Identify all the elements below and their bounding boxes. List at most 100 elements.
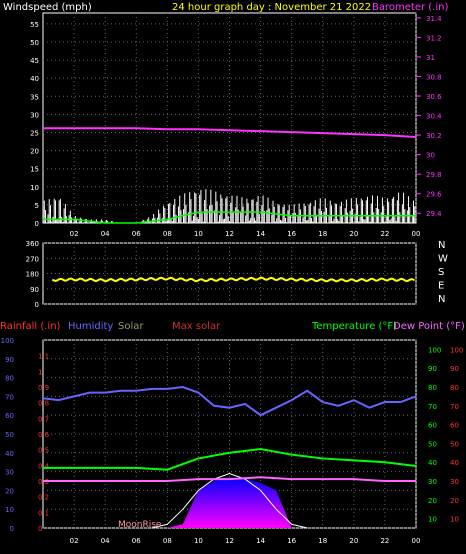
temperature-tick-label: 50 [428, 440, 437, 448]
rainfall-tick-label: 0.9 [38, 384, 49, 392]
wind-xtick-label: 14 [256, 230, 265, 238]
moonrise-annotation: MoonRise [118, 520, 162, 530]
compass-label: N [438, 294, 445, 305]
weather-xtick-label: 10 [194, 537, 203, 545]
weather-panel: Rainfall (.in) Humidity Solar Max solar … [0, 321, 465, 545]
direction-ytick-label: 180 [26, 271, 39, 279]
temperature-line [43, 448, 417, 471]
direction-ytick-label: 360 [26, 240, 39, 248]
weather-xtick-label: 12 [225, 537, 234, 545]
direction-frame [42, 242, 417, 305]
barometer-label: Barometer (.in) [372, 2, 448, 13]
legend-solar: Solar [118, 321, 144, 332]
humidity-tick-label: 80 [5, 375, 14, 383]
humidity-tick-label: 70 [5, 393, 14, 401]
wind-panel: Windspeed (mph) 24 hour graph day : Nove… [3, 2, 448, 238]
barometer-tick-label: 30.4 [426, 113, 442, 121]
max-solar-curve [151, 472, 308, 529]
rainfall-tick-label: 0.8 [38, 400, 49, 408]
windspeed-average-line [43, 211, 416, 224]
legend-max-solar: Max solar [172, 321, 221, 332]
rainfall-tick-label: 1 [38, 368, 42, 376]
graph-title: 24 hour graph day : November 21 2022 [172, 2, 371, 13]
weather-xtick-label: 04 [101, 537, 110, 545]
humidity-tick-label: 90 [5, 356, 14, 364]
weather-xtick-label: 18 [318, 537, 327, 545]
dew-point-tick-label: 50 [450, 440, 459, 448]
rainfall-tick-label: 0.5 [38, 447, 49, 455]
wind-xtick-label: 08 [163, 230, 172, 238]
weather-xtick-label: 16 [287, 537, 296, 545]
humidity-tick-label: 50 [5, 431, 14, 439]
dew-point-tick-label: 20 [450, 497, 459, 505]
wind-xtick-label: 10 [194, 230, 203, 238]
weather-xtick-label: 00 [412, 537, 421, 545]
temperature-tick-label: 90 [428, 365, 437, 373]
rainfall-tick-label: 0.7 [38, 415, 49, 423]
wind-xtick-label: 16 [287, 230, 296, 238]
legend-humidity: Humidity [68, 321, 113, 332]
dew-point-line [43, 476, 416, 482]
weather-xtick-label: 02 [70, 537, 79, 545]
temperature-tick-label: 20 [428, 497, 437, 505]
windspeed-label: Windspeed (mph) [3, 2, 92, 13]
weather-xtick-label: 22 [380, 537, 389, 545]
wind-xtick-label: 18 [318, 230, 327, 238]
barometer-tick-label: 30.2 [426, 132, 442, 140]
direction-ytick-label: 90 [30, 286, 39, 294]
barometer-tick-label: 31.2 [426, 34, 442, 42]
direction-ytick-label: 270 [26, 255, 39, 263]
humidity-tick-label: 10 [5, 506, 14, 514]
wind-xtick-label: 00 [412, 230, 421, 238]
wind-ytick-label: 45 [30, 57, 39, 65]
wind-ytick-label: 20 [30, 148, 39, 156]
compass-label: W [438, 254, 448, 265]
temperature-tick-label: 40 [428, 459, 437, 467]
rainfall-tick-label: 0.6 [38, 431, 50, 439]
wind-xtick-label: 04 [101, 230, 110, 238]
compass-label: S [438, 267, 444, 278]
humidity-tick-label: 40 [5, 450, 14, 458]
temperature-tick-label: 100 [428, 346, 441, 354]
compass-label: N [438, 240, 445, 251]
legend-temperature: Temperature (°F) [311, 321, 397, 332]
wind-xtick-label: 02 [70, 230, 79, 238]
barometer-tick-label: 30 [426, 152, 435, 160]
legend-rainfall: Rainfall (.in) [0, 321, 61, 332]
dew-point-tick-label: 40 [450, 459, 459, 467]
weather-xtick-label: 08 [163, 537, 172, 545]
humidity-tick-label: 20 [5, 487, 14, 495]
wind-ytick-label: 0 [35, 220, 39, 228]
dew-point-tick-label: 100 [450, 346, 463, 354]
temperature-tick-label: 70 [428, 403, 437, 411]
wind-xtick-label: 22 [380, 230, 389, 238]
wind-ytick-label: 55 [30, 21, 39, 29]
temperature-tick-label: 10 [428, 516, 437, 524]
humidity-tick-label: 30 [5, 469, 14, 477]
wind-ytick-label: 40 [30, 75, 39, 83]
compass-label: E [438, 281, 444, 292]
wind-ytick-label: 30 [30, 111, 39, 119]
barometer-tick-label: 30.8 [426, 73, 442, 81]
weather-xtick-label: 06 [132, 537, 141, 545]
wind-ytick-label: 15 [30, 166, 39, 174]
temperature-tick-label: 30 [428, 478, 437, 486]
barometer-tick-label: 29.6 [426, 191, 442, 199]
rainfall-tick-label: 1.1 [38, 353, 49, 361]
dew-point-tick-label: 80 [450, 384, 459, 392]
temperature-tick-label: 80 [428, 384, 437, 392]
direction-ytick-label: 0 [35, 301, 39, 309]
rainfall-tick-label: 0 [38, 525, 42, 533]
wind-ytick-label: 5 [35, 202, 39, 210]
weather-xtick-label: 14 [256, 537, 265, 545]
wind-direction-trace [51, 276, 415, 283]
dew-point-tick-label: 90 [450, 365, 459, 373]
wind-ytick-label: 35 [30, 93, 39, 101]
wind-xtick-label: 06 [132, 230, 141, 238]
dew-point-tick-label: 70 [450, 403, 459, 411]
barometer-tick-label: 31.4 [426, 15, 442, 23]
temperature-tick-label: 60 [428, 422, 437, 430]
dew-point-tick-label: 60 [450, 422, 459, 430]
wind-xtick-label: 12 [225, 230, 234, 238]
